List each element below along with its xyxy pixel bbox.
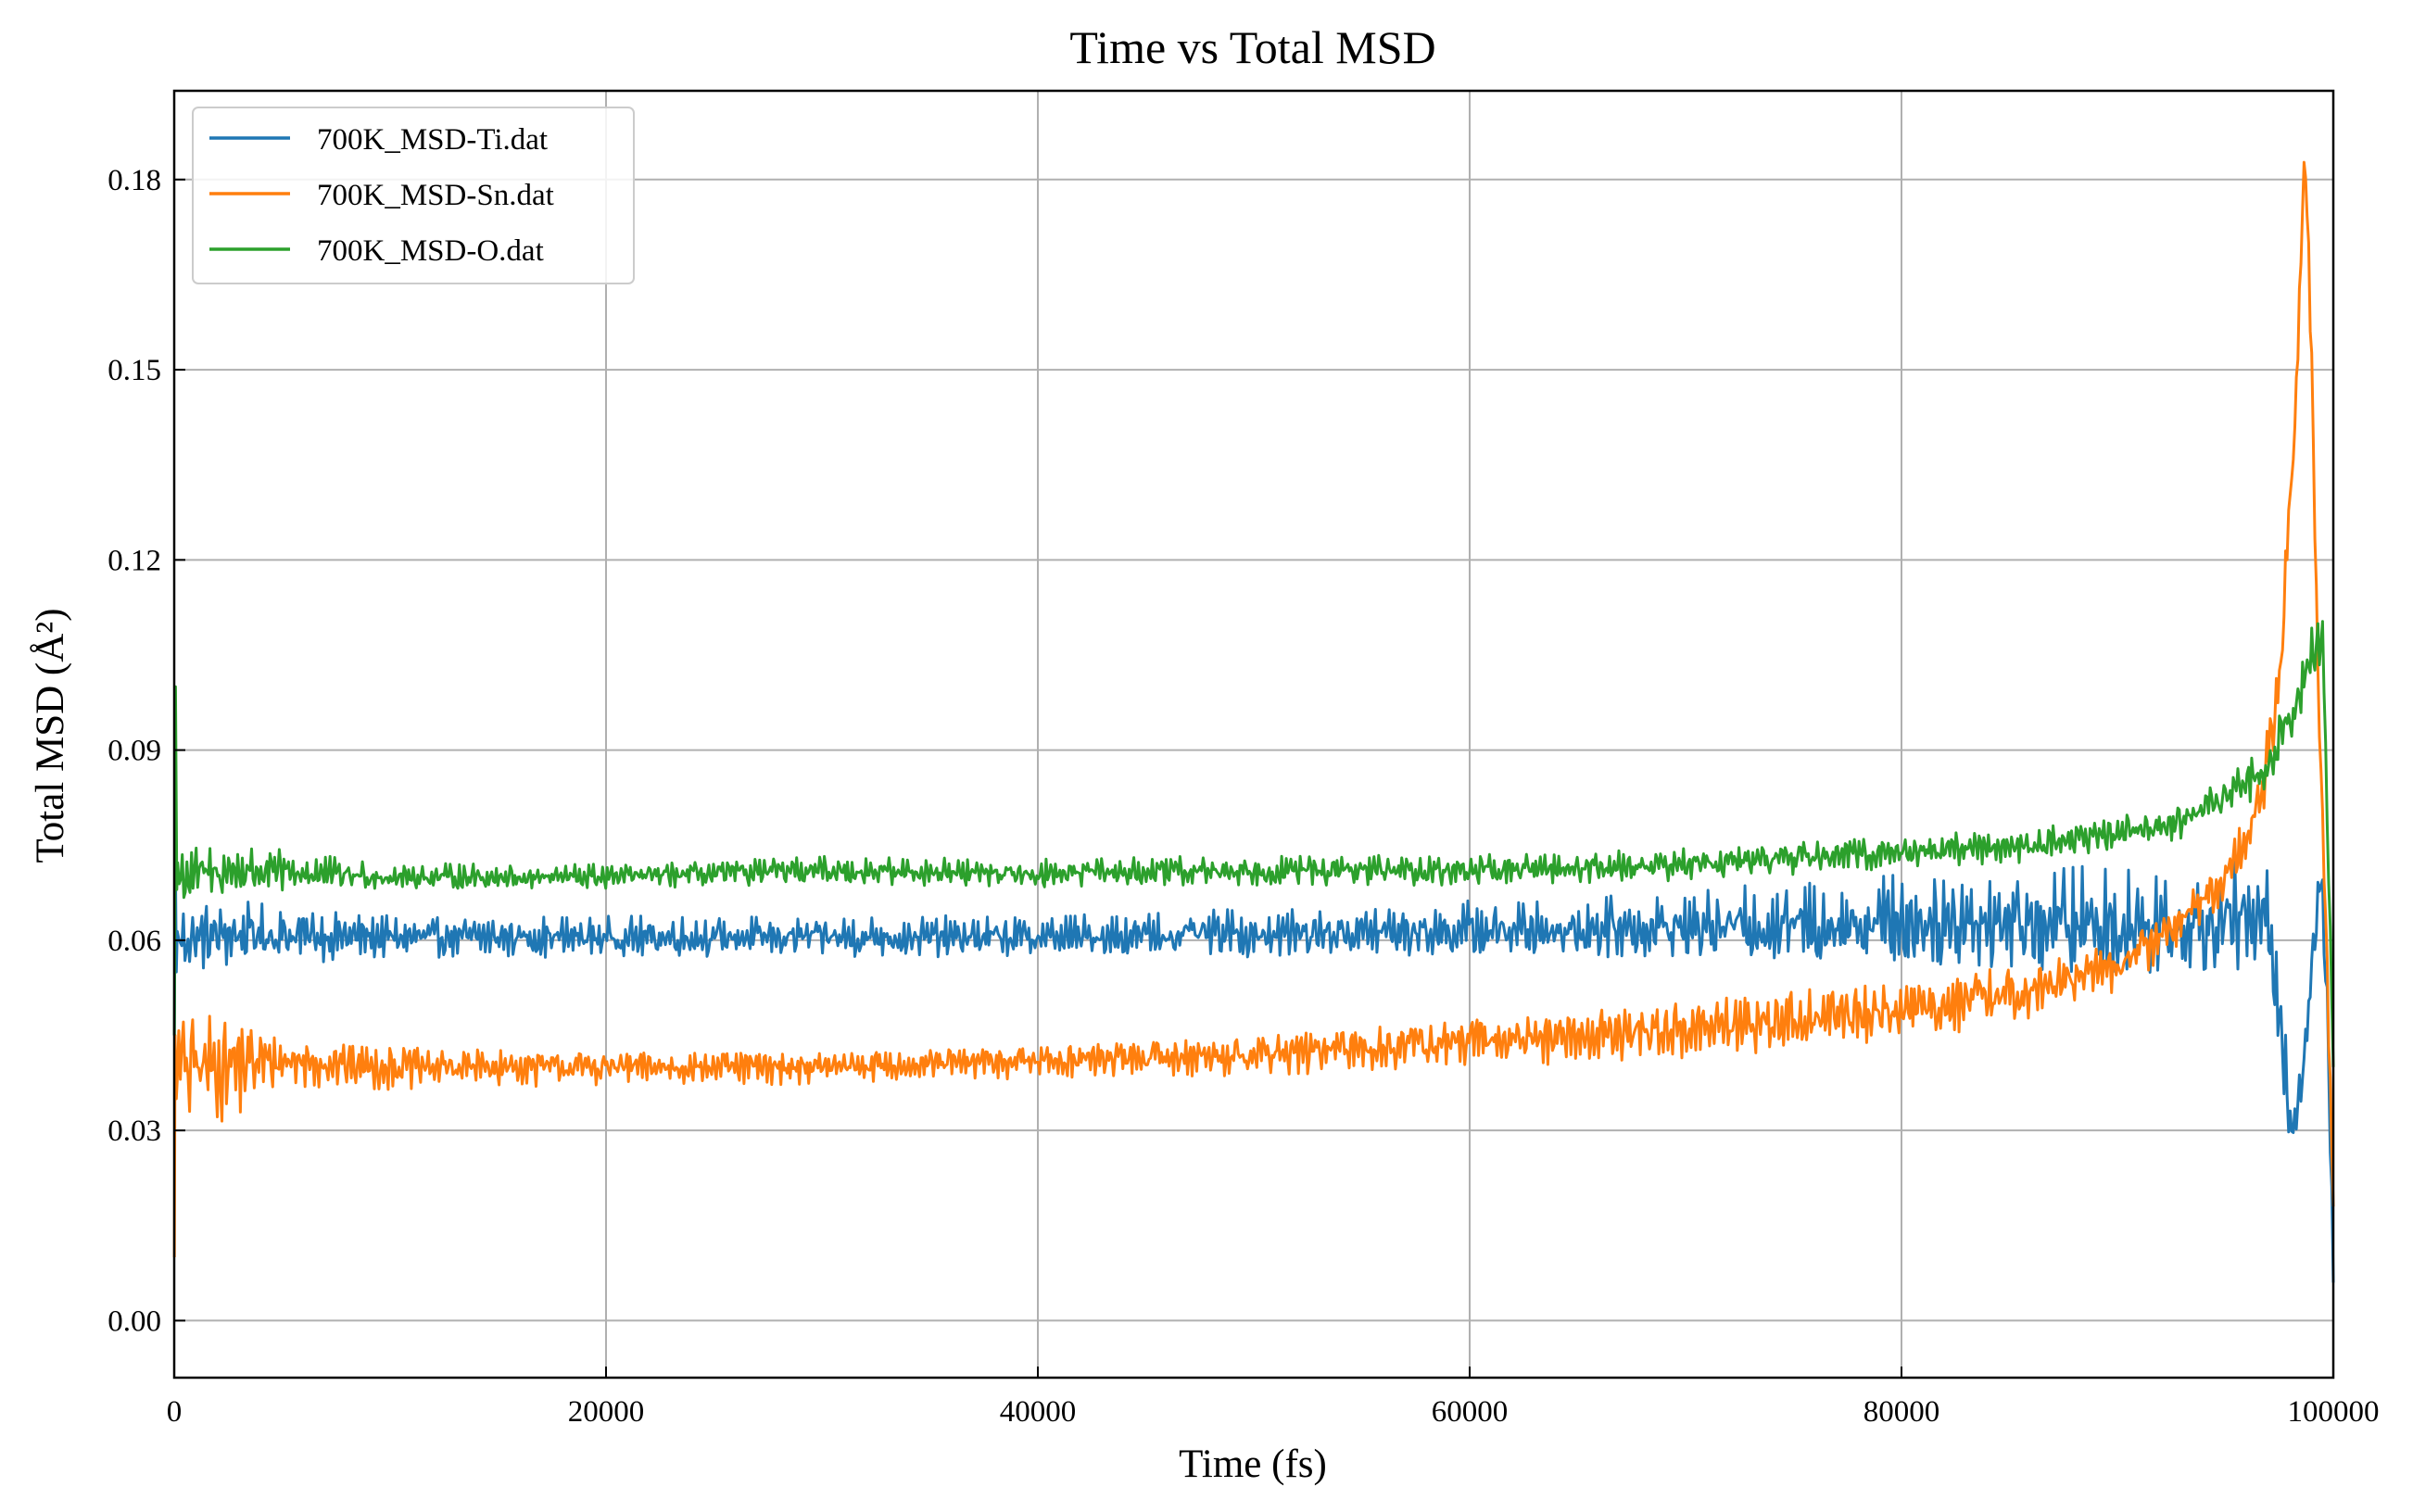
y-axis-label: Total MSD (Å²)	[29, 608, 72, 863]
series-line-ti	[172, 843, 2335, 1283]
chart-title: Time vs Total MSD	[1069, 21, 1435, 73]
legend-box	[192, 107, 635, 284]
y-tick-label: 0.18	[107, 164, 161, 197]
y-tick-label: 0.09	[107, 735, 161, 768]
series-lines	[172, 160, 2335, 1283]
series-line-sn	[172, 160, 2335, 1258]
y-tick-label: 0.12	[107, 544, 161, 577]
legend: 700K_MSD-Ti.dat 700K_MSD-Sn.dat 700K_MSD…	[192, 107, 635, 284]
axis-ticks: 0 20000 40000 60000 80000 100000 0.00 0.03 0.06 0…	[107, 164, 2379, 1429]
legend-label-ti: 700K_MSD-Ti.dat	[317, 123, 548, 157]
x-tick-label: 20000	[568, 1395, 645, 1429]
x-tick-label: 100000	[2288, 1395, 2380, 1429]
y-tick-label: 0.15	[107, 354, 161, 387]
x-tick-label: 80000	[1863, 1395, 1940, 1429]
plot-frame	[172, 89, 2335, 1380]
x-axis-label: Time (fs)	[1179, 1443, 1327, 1486]
legend-label-o: 700K_MSD-O.dat	[317, 234, 544, 268]
x-tick-label: 40000	[1000, 1395, 1077, 1429]
legend-label-sn: 700K_MSD-Sn.dat	[317, 179, 554, 212]
series-line-o	[172, 620, 2335, 1067]
y-tick-label: 0.00	[107, 1304, 161, 1338]
x-tick-label: 60000	[1432, 1395, 1509, 1429]
y-tick-label: 0.06	[107, 925, 161, 958]
y-tick-label: 0.03	[107, 1115, 161, 1148]
x-tick-label: 0	[167, 1395, 183, 1429]
